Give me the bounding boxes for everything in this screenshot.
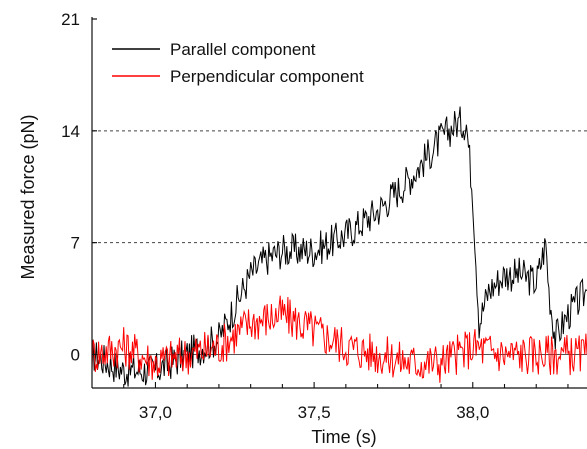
series-line-perpendicular <box>92 296 587 383</box>
x-tick-label: 37,0 <box>139 403 172 422</box>
y-axis-title: Measured force (pN) <box>18 114 38 279</box>
y-tick-label: 0 <box>71 345 80 364</box>
grid-layer <box>92 131 587 355</box>
legend: Parallel component Perpendicular compone… <box>112 40 364 86</box>
y-tick-label: 21 <box>61 10 80 29</box>
x-tick-label: 38,0 <box>456 403 489 422</box>
x-tick-label: 37,5 <box>298 403 331 422</box>
legend-label-parallel: Parallel component <box>170 40 316 59</box>
x-axis-title: Time (s) <box>311 427 376 447</box>
series-line-parallel <box>92 107 587 387</box>
legend-label-perpendicular: Perpendicular component <box>170 67 364 86</box>
series-layer <box>92 107 587 387</box>
y-tick-label: 7 <box>71 234 80 253</box>
y-tick-label: 14 <box>61 122 80 141</box>
